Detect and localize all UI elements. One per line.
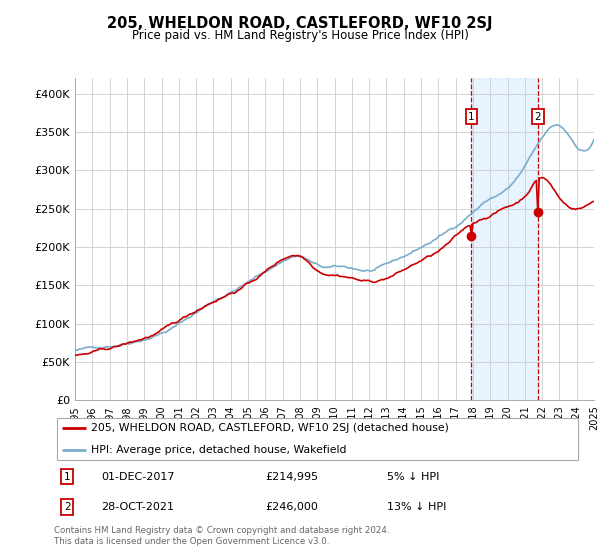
Text: 28-OCT-2021: 28-OCT-2021	[101, 502, 175, 512]
Text: 01-DEC-2017: 01-DEC-2017	[101, 472, 175, 482]
Text: £246,000: £246,000	[265, 502, 318, 512]
Text: 205, WHELDON ROAD, CASTLEFORD, WF10 2SJ (detached house): 205, WHELDON ROAD, CASTLEFORD, WF10 2SJ …	[91, 423, 449, 433]
Text: 2: 2	[535, 112, 541, 122]
Text: 1: 1	[64, 472, 71, 482]
Text: Price paid vs. HM Land Registry's House Price Index (HPI): Price paid vs. HM Land Registry's House …	[131, 29, 469, 42]
Text: 5% ↓ HPI: 5% ↓ HPI	[386, 472, 439, 482]
Bar	[472, 78, 538, 400]
Text: £214,995: £214,995	[265, 472, 319, 482]
Text: HPI: Average price, detached house, Wakefield: HPI: Average price, detached house, Wake…	[91, 445, 346, 455]
Text: 205, WHELDON ROAD, CASTLEFORD, WF10 2SJ: 205, WHELDON ROAD, CASTLEFORD, WF10 2SJ	[107, 16, 493, 31]
Text: 13% ↓ HPI: 13% ↓ HPI	[386, 502, 446, 512]
Text: Contains HM Land Registry data © Crown copyright and database right 2024.
This d: Contains HM Land Registry data © Crown c…	[54, 526, 389, 546]
Text: 2: 2	[64, 502, 71, 512]
Text: 1: 1	[468, 112, 475, 122]
FancyBboxPatch shape	[56, 418, 578, 460]
